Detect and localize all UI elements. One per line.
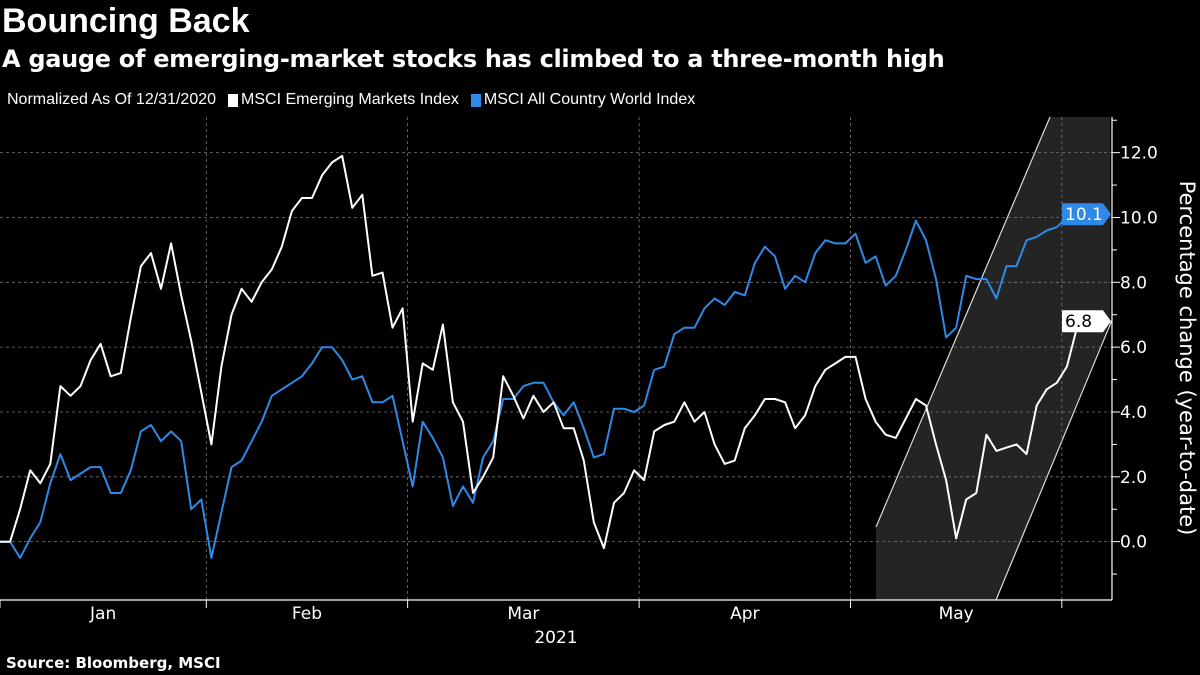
x-tick-label: Apr <box>730 604 759 624</box>
trend-channel-lower <box>995 319 1113 601</box>
x-tick-label: Feb <box>292 604 322 624</box>
legend-note: Normalized As Of 12/31/2020 <box>7 91 217 108</box>
value-tag-acwi <box>1062 203 1111 226</box>
x-tick-label: May <box>939 604 974 624</box>
y-tick-label: 8.0 <box>1120 273 1147 293</box>
series-line-acwi <box>0 213 1087 559</box>
trend-channel-upper <box>875 116 1051 528</box>
y-tick-label: 10.0 <box>1120 208 1158 228</box>
series-line-em <box>0 154 1088 550</box>
y-tick-label: 2.0 <box>1120 468 1147 488</box>
legend: Normalized As Of 12/31/2020 MSCI Emergin… <box>7 91 695 109</box>
y-axis-title: Percentage change (year-to-date) <box>1175 181 1199 536</box>
x-tick-label: Jan <box>89 604 116 624</box>
x-axis-year-label: 2021 <box>534 628 577 648</box>
source-note: Source: Bloomberg, MSCI <box>6 654 221 672</box>
value-tag-em-label: 6.8 <box>1065 312 1092 332</box>
value-tag-acwi-label: 10.1 <box>1065 205 1103 225</box>
legend-swatch-em <box>228 93 239 107</box>
y-tick-label: 6.0 <box>1120 338 1147 358</box>
y-tick-label: 4.0 <box>1120 403 1147 423</box>
x-tick-label: Mar <box>507 604 539 624</box>
chart-title: Bouncing Back <box>2 2 250 40</box>
chart-subtitle: A gauge of emerging-market stocks has cl… <box>2 45 945 73</box>
y-tick-label: 12.0 <box>1120 144 1158 164</box>
legend-swatch-acwi <box>470 93 481 107</box>
y-tick-label: 0.0 <box>1120 533 1147 553</box>
legend-label-acwi: MSCI All Country World Index <box>483 91 696 108</box>
trend-channel <box>876 117 1110 600</box>
legend-label-em: MSCI Emerging Markets Index <box>241 91 459 108</box>
value-tag-em <box>1062 310 1111 333</box>
